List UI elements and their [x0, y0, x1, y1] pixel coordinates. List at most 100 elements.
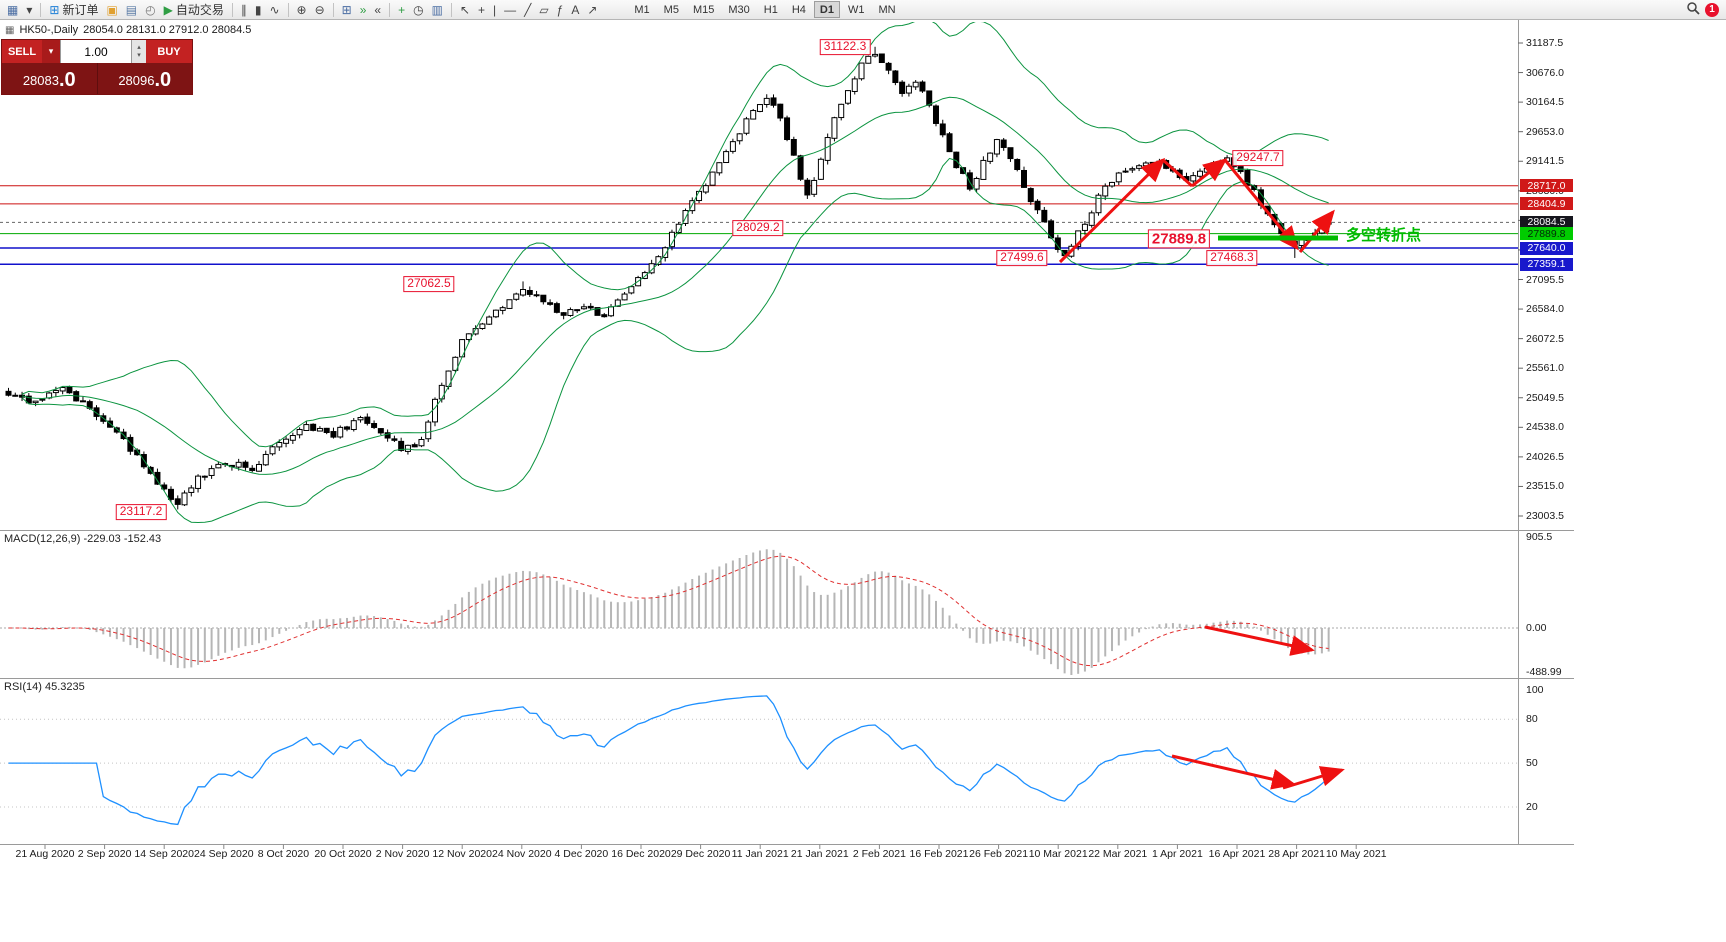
- price-axis-tick: 23003.5: [1526, 510, 1564, 522]
- toolbar-icon-group: ▦ ▾ ⊞ 新订单 ▣ ▤ ◴ ▶ 自动交易 ∥ ▮ ∿ ⊕ ⊖ ⊞» «+ ◷ ▥ ↖ + | — ╱ ▱ ƒ A ↗: [3, 1, 601, 19]
- price-axis-tick: 31187.5: [1526, 37, 1564, 49]
- strategy-tester-icon[interactable]: ◴: [142, 1, 158, 19]
- candlestick-chart-icon[interactable]: ▮: [252, 1, 265, 19]
- vertical-line-icon: |: [493, 2, 497, 17]
- timeframe-m5[interactable]: M5: [663, 4, 679, 16]
- price-axis-tick: 26072.5: [1526, 332, 1564, 345]
- stepper-down-icon[interactable]: ▾: [137, 51, 141, 59]
- autotrading-button[interactable]: ▶ 自动交易: [161, 1, 227, 19]
- annotation-27499.6: 27499.6: [996, 250, 1048, 266]
- toolbar-separator: [450, 2, 452, 17]
- date-label: 20 Oct 2020: [314, 848, 372, 860]
- candlestick-chart-icon: ▮: [254, 2, 262, 17]
- toolbar-separator: [389, 2, 391, 17]
- date-label: 2 Sep 2020: [77, 848, 132, 860]
- chart-symbol-period: HK50-,Daily: [19, 24, 79, 36]
- metaeditor-icon: ▣: [106, 2, 118, 17]
- chart-shift-icon[interactable]: «: [371, 1, 384, 19]
- indicators-icon[interactable]: +: [395, 1, 408, 19]
- templates-icon[interactable]: ▥: [429, 1, 446, 19]
- buy-price[interactable]: 28096.0: [98, 63, 193, 94]
- rsi-name: RSI(14): [4, 681, 42, 693]
- date-label: 8 Oct 2020: [257, 848, 310, 860]
- zoom-out-icon[interactable]: ⊖: [312, 1, 328, 19]
- cursor-icon: ↖: [459, 2, 471, 17]
- volume-value: 1.00: [84, 44, 108, 59]
- vertical-line-icon[interactable]: |: [490, 1, 499, 19]
- equidistant-channel-icon[interactable]: ▱: [536, 1, 551, 19]
- rsi-current-value: 45.3235: [44, 681, 85, 693]
- volume-stepper[interactable]: ▴ ▾: [132, 40, 146, 63]
- price-label-27359.1: 27359.1: [1520, 257, 1573, 271]
- trendline-icon[interactable]: ╱: [521, 1, 534, 19]
- chart-title: ▦ HK50-,Daily 28054.0 28131.0 27912.0 28…: [5, 24, 251, 36]
- price-label-28717.0: 28717.0: [1520, 179, 1573, 193]
- timeframe-mn[interactable]: MN: [878, 4, 896, 16]
- annotation-28029.2: 28029.2: [732, 220, 784, 236]
- price-label-27889.8: 27889.8: [1520, 227, 1573, 241]
- chart-list-caret[interactable]: ▾: [23, 1, 35, 19]
- buy-button[interactable]: BUY: [146, 40, 192, 63]
- market-depth-icon[interactable]: ▤: [123, 1, 140, 19]
- stepper-up-icon[interactable]: ▴: [137, 43, 141, 51]
- date-label: 12 Nov 2020: [432, 848, 492, 860]
- horizontal-line-icon[interactable]: —: [501, 1, 519, 19]
- date-label: 2 Nov 2020: [375, 848, 430, 860]
- date-label: 21 Jan 2021: [790, 848, 849, 860]
- timeframe-d1[interactable]: D1: [813, 1, 840, 18]
- new-chart-icon[interactable]: ▦: [4, 1, 21, 19]
- crosshair-icon[interactable]: +: [475, 1, 488, 19]
- date-label: 10 May 2021: [1325, 848, 1387, 860]
- timeframe-w1[interactable]: W1: [847, 4, 865, 16]
- rsi-scale-label: 100: [1526, 684, 1544, 696]
- price-label-27640.0: 27640.0: [1520, 241, 1573, 255]
- macd-name: MACD(12,26,9): [4, 533, 81, 545]
- sell-price-main: 28083: [22, 73, 59, 88]
- macd-indicator-label: MACD(12,26,9) -229.03 -152.43: [4, 533, 161, 545]
- price-axis-tick: 24026.5: [1526, 450, 1564, 463]
- zoom-in-icon[interactable]: ⊕: [294, 1, 310, 19]
- toolbar: ▦ ▾ ⊞ 新订单 ▣ ▤ ◴ ▶ 自动交易 ∥ ▮ ∿ ⊕ ⊖ ⊞» «+ ◷ ▥ ↖ + | — ╱ ▱ ƒ A ↗ M1 M5 M…: [0, 0, 1726, 20]
- timeframe-m30[interactable]: M30: [728, 4, 750, 16]
- arrows-tool-icon[interactable]: ↗: [584, 1, 600, 19]
- sell-button[interactable]: SELL: [2, 40, 42, 63]
- tile-windows-icon[interactable]: ⊞: [339, 1, 355, 19]
- order-type-caret-icon[interactable]: ▾: [42, 40, 60, 63]
- line-chart-icon[interactable]: ∿: [266, 1, 282, 19]
- crosshair-icon: +: [478, 2, 486, 17]
- autotrading-button-label: 自动交易: [175, 3, 224, 17]
- timeframe-m15[interactable]: M15: [692, 4, 715, 16]
- bar-chart-icon[interactable]: ∥: [238, 1, 250, 19]
- text-label-icon[interactable]: A: [568, 1, 582, 19]
- price-axis-tick: 29653.0: [1526, 125, 1564, 138]
- timeframe-m1[interactable]: M1: [634, 4, 650, 16]
- periods-icon[interactable]: ◷: [410, 1, 426, 19]
- equidistant-channel-icon: ▱: [539, 2, 549, 17]
- sell-price[interactable]: 28083.0: [2, 63, 98, 94]
- timeframe-h4[interactable]: H4: [791, 4, 806, 16]
- date-label: 14 Sep 2020: [134, 848, 194, 860]
- text-label-icon: A: [571, 2, 580, 17]
- arrows-tool-icon: ↗: [587, 2, 598, 17]
- fibonacci-icon[interactable]: ƒ: [554, 1, 567, 19]
- turning-point-label: 多空转折点: [1346, 227, 1422, 244]
- macd-current-values: -229.03 -152.43: [83, 533, 162, 545]
- volume-input[interactable]: 1.00: [60, 40, 132, 63]
- new-order-button[interactable]: ⊞ 新订单: [46, 1, 101, 19]
- toolbar-right-group: 1: [1686, 1, 1723, 18]
- toolbar-separator: [287, 2, 289, 17]
- timeframe-h1[interactable]: H1: [763, 4, 778, 16]
- auto-scroll-icon[interactable]: »: [357, 1, 370, 19]
- price-axis-tick: 24538.0: [1526, 421, 1564, 434]
- strategy-tester-icon: ◴: [145, 2, 156, 17]
- metaeditor-icon[interactable]: ▣: [103, 1, 120, 19]
- annotation-29247.7: 29247.7: [1232, 150, 1284, 166]
- notification-badge[interactable]: 1: [1705, 2, 1719, 17]
- zoom-in-icon: ⊕: [296, 2, 307, 17]
- search-icon[interactable]: [1686, 1, 1700, 18]
- cursor-icon[interactable]: ↖: [457, 1, 473, 19]
- market-depth-icon: ▤: [125, 2, 138, 17]
- date-label: 28 Apr 2021: [1268, 848, 1325, 860]
- date-label: 24 Sep 2020: [194, 848, 254, 860]
